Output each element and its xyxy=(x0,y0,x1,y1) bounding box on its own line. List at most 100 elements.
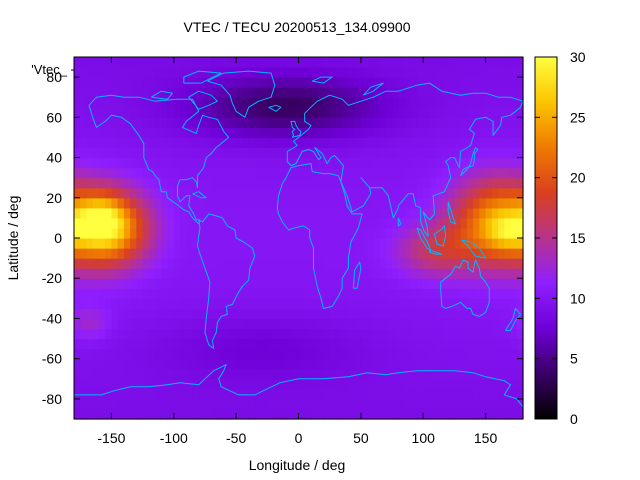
heatmap-cell xyxy=(204,388,212,400)
heatmap-cell xyxy=(298,207,306,219)
heatmap-cell xyxy=(379,57,387,68)
heatmap-cell xyxy=(279,167,287,179)
heatmap-cell xyxy=(448,278,456,289)
heatmap-cell xyxy=(348,177,356,189)
heatmap-cell xyxy=(248,177,256,189)
heatmap-cell xyxy=(292,358,300,370)
heatmap-cell xyxy=(204,107,212,118)
heatmap-cell xyxy=(136,348,144,360)
heatmap-cell xyxy=(423,248,431,259)
heatmap-cell xyxy=(136,278,144,289)
heatmap-cell xyxy=(204,238,212,249)
heatmap-cell xyxy=(367,398,374,410)
heatmap-cell xyxy=(429,187,437,199)
heatmap-cell xyxy=(74,77,81,88)
heatmap-cell xyxy=(180,378,187,390)
heatmap-cell xyxy=(273,107,281,118)
heatmap-cell xyxy=(198,398,206,410)
heatmap-cell xyxy=(248,187,256,199)
heatmap-cell xyxy=(304,298,312,309)
heatmap-cell xyxy=(491,288,499,299)
heatmap-cell xyxy=(92,167,100,179)
heatmap-cell xyxy=(292,328,300,340)
heatmap-cell xyxy=(329,248,337,259)
heatmap-cell xyxy=(404,77,412,88)
heatmap-cell xyxy=(236,127,243,139)
heatmap-cell xyxy=(342,57,349,68)
heatmap-cell xyxy=(335,258,343,269)
heatmap-cell xyxy=(130,298,137,309)
heatmap-cell xyxy=(379,238,387,249)
heatmap-cell xyxy=(392,338,399,350)
heatmap-cell xyxy=(429,258,437,269)
heatmap-cell xyxy=(429,227,437,239)
heatmap-cell xyxy=(485,127,493,139)
heatmap-cell xyxy=(148,408,156,420)
heatmap-cell xyxy=(292,127,300,139)
heatmap-cell xyxy=(117,378,125,390)
heatmap-cell xyxy=(204,217,212,229)
heatmap-cell xyxy=(211,398,219,410)
heatmap-cell xyxy=(167,197,175,209)
heatmap-cell xyxy=(192,258,200,269)
heatmap-cell xyxy=(310,308,318,320)
heatmap-cell xyxy=(479,177,487,189)
heatmap-cell xyxy=(248,67,256,78)
heatmap-cell xyxy=(148,398,156,410)
heatmap-cell xyxy=(198,187,206,199)
heatmap-cell xyxy=(310,388,318,400)
heatmap-cell xyxy=(323,258,331,269)
heatmap-cell xyxy=(373,358,381,370)
heatmap-cell xyxy=(410,57,418,68)
heatmap-cell xyxy=(229,368,237,380)
heatmap-cell xyxy=(117,57,125,68)
heatmap-cell xyxy=(98,408,106,420)
heatmap-cell xyxy=(229,318,237,330)
heatmap-cell xyxy=(485,97,493,108)
heatmap-cell xyxy=(379,288,387,299)
heatmap-cell xyxy=(373,57,381,68)
heatmap-cell xyxy=(186,368,194,380)
heatmap-cell xyxy=(329,368,337,380)
colorbar-tick-label: 5 xyxy=(570,351,578,367)
heatmap-cell xyxy=(167,227,175,239)
heatmap-cell xyxy=(516,388,524,400)
heatmap-cell xyxy=(498,368,505,380)
heatmap-cell xyxy=(204,398,212,410)
heatmap-cell xyxy=(317,308,325,320)
heatmap-cell xyxy=(142,278,150,289)
heatmap-cell xyxy=(323,278,331,289)
heatmap-cell xyxy=(74,238,81,249)
heatmap-cell xyxy=(298,187,306,199)
heatmap-cell xyxy=(354,268,362,279)
heatmap-cell xyxy=(435,167,443,179)
heatmap-cell xyxy=(429,97,437,108)
heatmap-cell xyxy=(460,67,468,78)
heatmap-cell xyxy=(392,398,399,410)
heatmap-cell xyxy=(298,127,306,139)
x-axis-ticks: -150 -100 -50 0 50 100 150 xyxy=(97,57,497,446)
heatmap-cell xyxy=(273,298,281,309)
heatmap-cell xyxy=(186,408,194,420)
heatmap-cell xyxy=(242,358,250,370)
heatmap-cell xyxy=(161,57,169,68)
heatmap-cell xyxy=(148,378,156,390)
heatmap-cell xyxy=(379,77,387,88)
heatmap-cell xyxy=(423,388,431,400)
heatmap-cell xyxy=(279,398,287,410)
heatmap-cell xyxy=(479,167,487,179)
heatmap-cell xyxy=(111,398,119,410)
heatmap-cell xyxy=(360,167,368,179)
heatmap-cell xyxy=(286,227,293,239)
heatmap-cell xyxy=(161,278,169,289)
coastline-borneo xyxy=(433,225,447,247)
heatmap-cell xyxy=(441,187,449,199)
heatmap-cell xyxy=(385,227,393,239)
heatmap-cell xyxy=(217,258,225,269)
heatmap-cell xyxy=(167,398,175,410)
heatmap-cell xyxy=(192,288,200,299)
heatmap-cell xyxy=(217,358,225,370)
heatmap-cell xyxy=(273,318,281,330)
heatmap-cell xyxy=(429,207,437,219)
heatmap-cell xyxy=(298,77,306,88)
